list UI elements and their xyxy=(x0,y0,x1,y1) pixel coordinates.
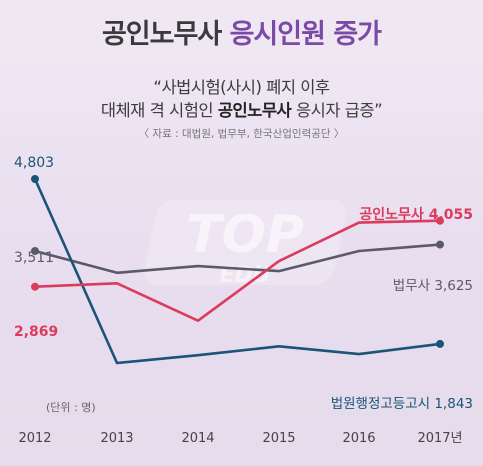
series-point-2-5 xyxy=(436,339,444,348)
series-name-2: 법원행정고등고시 xyxy=(331,396,435,412)
x-tick-label-1: 2013 xyxy=(100,431,133,446)
title-band xyxy=(0,0,483,64)
x-tick-label-4: 2016 xyxy=(342,431,375,446)
title-part-1: 공인노무사 xyxy=(101,19,222,50)
unit-note: (단위 : 명) xyxy=(46,401,96,414)
quote-line-2-c: 응시자 급증” xyxy=(291,101,383,120)
title-part-2: 응시인원 증가 xyxy=(229,19,382,50)
series-point-0-0 xyxy=(31,282,39,291)
x-tick-label-0: 2012 xyxy=(18,431,51,446)
series-end-label-2: 법원행정고등고시 1,843 xyxy=(331,396,473,412)
series-name-1: 법무사 xyxy=(393,278,435,294)
series-point-2-0 xyxy=(31,175,39,183)
series-line-2 xyxy=(33,177,442,365)
series-start-label-0: 2,869 xyxy=(14,324,58,340)
series-end-value-2: 1,843 xyxy=(434,396,473,412)
watermark-text: TOP xyxy=(186,205,304,265)
quote-line-1: “사법시험(사시) 폐지 이후 xyxy=(153,78,330,97)
series-line-1 xyxy=(33,243,442,275)
source-note: 〈 자료 : 대법원, 법무부, 한국산업인력공단 〉 xyxy=(138,128,345,140)
x-tick-label-5: 2017년 xyxy=(417,431,462,446)
quote-line-2: 대체재 격 시험인 공인노무사 응시자 급증” xyxy=(0,97,483,121)
series-point-0-5 xyxy=(436,216,444,225)
series-point-1-5 xyxy=(436,240,444,249)
quote-line-2-a: 대체재 격 시험인 xyxy=(100,101,218,120)
series-line-0 xyxy=(33,219,442,323)
x-tick-label-2: 2014 xyxy=(181,431,214,446)
series-point-1-0 xyxy=(31,247,39,255)
quote-line-2-b: 공인노무사 xyxy=(217,101,292,120)
series-name-0: 공인노무사 xyxy=(359,206,428,223)
series-end-label-1: 법무사 3,625 xyxy=(393,278,473,294)
series-end-label-0: 공인노무사 4,055 xyxy=(359,206,473,223)
chart-background xyxy=(0,150,483,466)
page-title: 공인노무사 응시인원 증가 xyxy=(0,12,483,51)
series-end-value-1: 3,625 xyxy=(434,278,473,294)
series-start-label-2: 4,803 xyxy=(14,155,54,171)
x-tick-label-3: 2015 xyxy=(262,431,295,446)
series-start-label-1: 3,511 xyxy=(14,250,54,266)
series-end-value-0: 4,055 xyxy=(429,207,473,223)
